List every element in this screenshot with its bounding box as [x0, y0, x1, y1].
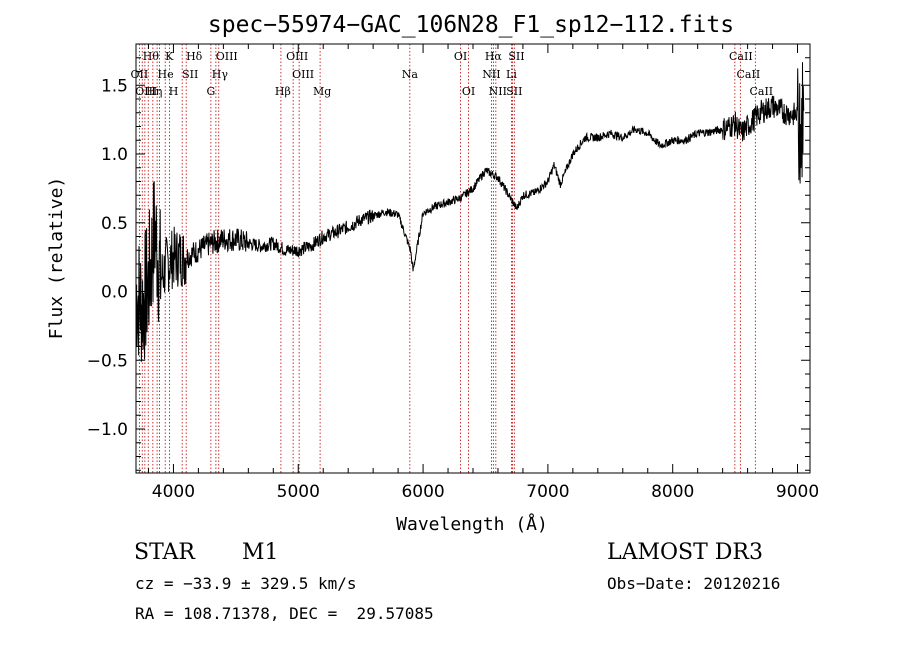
- line-label-0-8: CaII: [729, 50, 753, 63]
- x-tick-label-1: 5000: [277, 482, 320, 502]
- line-label-2-9: CaII: [749, 85, 773, 98]
- line-label-0-5: OI: [454, 50, 467, 63]
- x-axis-label: Wavelength (Å): [396, 513, 548, 535]
- line-label-2-4: Hβ: [275, 85, 291, 98]
- line-label-1-8: CaII: [737, 68, 761, 81]
- y-axis-label: Flux (relative): [46, 177, 67, 340]
- line-label-0-3: OIII: [216, 50, 238, 63]
- line-label-2-0: OIII: [135, 85, 157, 98]
- plot-frame: [135, 43, 811, 474]
- line-label-0-1: K: [165, 50, 174, 63]
- line-label-1-6: NII: [482, 68, 500, 81]
- emission-line-labels: Hθ K Hδ OIII OIII OI Hα SII CaII OII He SII Hγ OIII Na…: [131, 50, 774, 98]
- line-label-0-0: Hθ: [143, 50, 160, 63]
- line-label-1-1: He: [158, 68, 174, 81]
- line-label-2-8: SII: [506, 85, 522, 98]
- coordinates-readout: RA = 108.71378, DEC = 29.57085: [135, 604, 434, 623]
- observation-date: Obs−Date: 20120216: [607, 574, 781, 593]
- emission-line-markers: [138, 44, 756, 473]
- spectrum-chart: spec−55974−GAC_106N28_F1_sp12−112.fits H…: [46, 12, 819, 535]
- line-label-0-4: OIII: [286, 50, 308, 63]
- line-label-1-7: Li: [506, 68, 517, 81]
- x-tick-label-5: 9000: [776, 482, 819, 502]
- line-label-0-6: Hα: [485, 50, 503, 63]
- y-tick-label-0: −1.0: [87, 420, 128, 440]
- line-label-0-7: SII: [508, 50, 524, 63]
- x-tick-label-3: 7000: [526, 482, 569, 502]
- y-tick-label-3: 0.5: [101, 214, 128, 234]
- y-tick-label-4: 1.0: [101, 145, 128, 165]
- object-class: STAR: [134, 540, 195, 565]
- line-label-2-7: NII: [489, 85, 507, 98]
- velocity-readout: cz = −33.9 ± 329.5 km/s: [135, 574, 357, 593]
- spectrum-line: [135, 62, 805, 362]
- line-label-1-5: Na: [402, 68, 419, 81]
- line-label-2-2: H: [169, 85, 179, 98]
- y-tick-label-1: −0.5: [87, 351, 128, 371]
- line-label-1-4: OIII: [292, 68, 314, 81]
- y-axis: −1.0 −0.5 0.0 0.5 1.0 1.5: [87, 57, 810, 471]
- x-tick-label-4: 8000: [651, 482, 694, 502]
- y-tick-label-5: 1.5: [101, 76, 128, 96]
- x-axis: 4000 5000 6000 7000 8000 9000: [147, 44, 819, 502]
- object-subclass: M1: [242, 540, 279, 565]
- line-label-1-2: SII: [182, 68, 198, 81]
- line-label-2-3: G: [206, 85, 215, 98]
- line-label-1-3: Hγ: [212, 68, 229, 81]
- x-tick-label-0: 4000: [152, 482, 195, 502]
- line-label-1-0: OII: [131, 68, 149, 81]
- line-label-2-6: OI: [462, 85, 475, 98]
- line-label-2-1: Hη: [146, 85, 162, 98]
- line-label-0-2: Hδ: [186, 50, 203, 63]
- survey-name: LAMOST DR3: [607, 540, 763, 565]
- y-tick-label-2: 0.0: [101, 283, 128, 303]
- chart-title: spec−55974−GAC_106N28_F1_sp12−112.fits: [208, 12, 734, 38]
- line-label-2-5: Mg: [313, 85, 331, 98]
- x-tick-label-2: 6000: [401, 482, 444, 502]
